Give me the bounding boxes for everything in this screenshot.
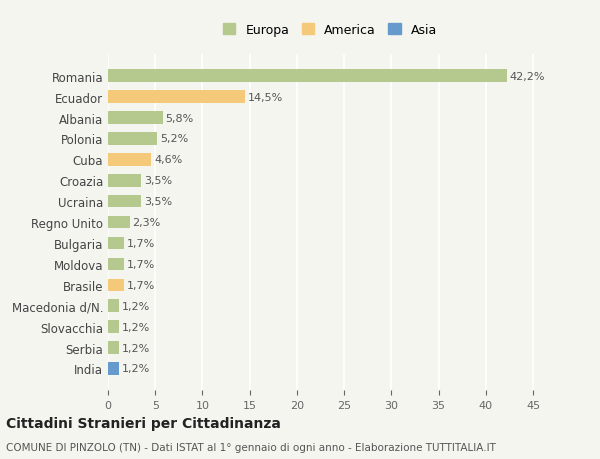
Bar xyxy=(108,363,119,375)
Text: 14,5%: 14,5% xyxy=(248,92,283,102)
Bar xyxy=(108,112,163,124)
Bar xyxy=(108,174,141,187)
Text: 1,7%: 1,7% xyxy=(127,239,155,248)
Text: 1,2%: 1,2% xyxy=(122,343,151,353)
Text: 5,2%: 5,2% xyxy=(160,134,188,144)
Legend: Europa, America, Asia: Europa, America, Asia xyxy=(217,18,443,43)
Bar xyxy=(108,237,124,250)
Text: Cittadini Stranieri per Cittadinanza: Cittadini Stranieri per Cittadinanza xyxy=(6,416,281,430)
Text: COMUNE DI PINZOLO (TN) - Dati ISTAT al 1° gennaio di ogni anno - Elaborazione TU: COMUNE DI PINZOLO (TN) - Dati ISTAT al 1… xyxy=(6,442,496,452)
Text: 5,8%: 5,8% xyxy=(166,113,194,123)
Bar xyxy=(108,70,506,83)
Text: 1,7%: 1,7% xyxy=(127,280,155,290)
Bar xyxy=(108,196,141,208)
Bar xyxy=(108,216,130,229)
Bar xyxy=(108,300,119,312)
Bar xyxy=(108,154,151,166)
Text: 1,2%: 1,2% xyxy=(122,322,151,332)
Text: 42,2%: 42,2% xyxy=(509,72,545,82)
Bar xyxy=(108,91,245,104)
Text: 2,3%: 2,3% xyxy=(133,218,161,228)
Bar xyxy=(108,258,124,271)
Text: 3,5%: 3,5% xyxy=(144,176,172,186)
Text: 4,6%: 4,6% xyxy=(154,155,182,165)
Bar xyxy=(108,133,157,146)
Text: 3,5%: 3,5% xyxy=(144,197,172,207)
Text: 1,7%: 1,7% xyxy=(127,259,155,269)
Bar xyxy=(108,279,124,291)
Text: 1,2%: 1,2% xyxy=(122,301,151,311)
Text: 1,2%: 1,2% xyxy=(122,364,151,374)
Bar xyxy=(108,321,119,333)
Bar xyxy=(108,341,119,354)
